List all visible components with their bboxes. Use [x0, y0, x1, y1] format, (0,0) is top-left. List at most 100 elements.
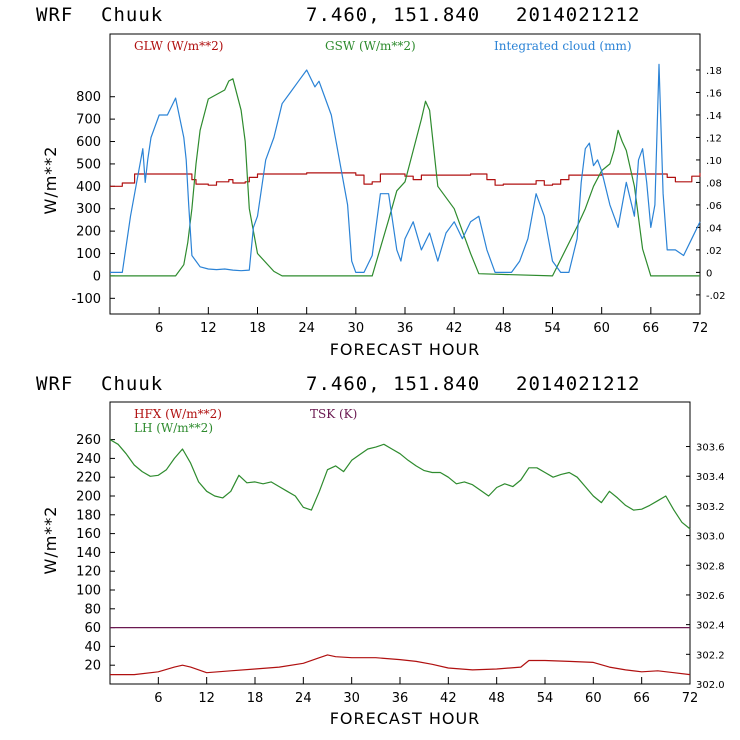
- top-y2tick-label: .14: [706, 111, 722, 122]
- bottom-y2tick-label: 302.2: [696, 650, 725, 661]
- bottom-ytick-label: 80: [84, 602, 101, 617]
- bottom-y2tick-label: 303.4: [696, 472, 725, 483]
- bottom-header-station: Chuuk: [101, 373, 163, 395]
- top-left-axis-ticks: -100 0 100 200 300 400 500 600 700 800: [71, 90, 115, 307]
- bottom-xtick-label: 72: [682, 691, 699, 706]
- bottom-xtick-label: 18: [247, 691, 264, 706]
- top-xtick-label: 6: [155, 321, 163, 336]
- bottom-chart-frame: [109, 401, 691, 685]
- bottom-header-run: 2014021212: [516, 373, 640, 395]
- top-xtick-label: 66: [643, 321, 660, 336]
- bottom-header-coords: 7.460, 151.840: [306, 373, 480, 395]
- top-y2tick-label: .10: [706, 156, 722, 167]
- top-y2tick-label: -.02: [706, 291, 726, 302]
- bottom-y2tick-label: 303.0: [696, 532, 725, 543]
- top-x-axis-label: FORECAST HOUR: [330, 340, 481, 359]
- top-xtick-label: 54: [544, 321, 561, 336]
- bottom-y2tick-label: 303.6: [696, 443, 725, 454]
- legend-lh: LH (W/m**2): [134, 421, 213, 435]
- top-ytick-label: 800: [76, 90, 101, 105]
- bottom-ytick-label: 260: [76, 433, 101, 448]
- top-y-axis-label: W/m**2: [41, 146, 60, 215]
- top-ytick-label: 600: [76, 135, 101, 150]
- bottom-xtick-label: 42: [440, 691, 457, 706]
- bottom-y2tick-label: 302.4: [696, 621, 725, 632]
- bottom-series-hfx: [110, 654, 691, 676]
- bottom-ytick-label: 140: [76, 546, 101, 561]
- bottom-series-lh: [109, 439, 691, 530]
- top-ytick-label: 500: [76, 157, 101, 172]
- top-ytick-label: 700: [76, 113, 101, 128]
- bottom-chart-series: [109, 439, 691, 676]
- bottom-y-axis-label: W/m**2: [41, 506, 60, 575]
- top-header-model: WRF: [36, 4, 73, 26]
- top-y2tick-label: .02: [706, 246, 722, 257]
- legend-gsw: GSW (W/m**2): [325, 39, 416, 53]
- top-y2tick-label: .18: [706, 66, 722, 77]
- top-y2tick-label: .04: [706, 223, 722, 234]
- top-xtick-label: 48: [495, 321, 512, 336]
- top-y2tick-label: .06: [706, 201, 722, 212]
- top-y2tick-label: .08: [706, 178, 722, 189]
- bottom-xtick-label: 30: [343, 691, 360, 706]
- top-xtick-label: 42: [446, 321, 463, 336]
- bottom-ytick-label: 240: [76, 452, 101, 467]
- bottom-ytick-label: 40: [84, 640, 101, 655]
- bottom-xtick-label: 12: [198, 691, 215, 706]
- bottom-xtick-label: 6: [154, 691, 162, 706]
- bottom-ytick-label: 100: [76, 584, 101, 599]
- bottom-plot-border: [109, 401, 691, 685]
- top-header-coords: 7.460, 151.840: [306, 4, 480, 26]
- bottom-ytick-label: 60: [84, 621, 101, 636]
- top-series-integrated: [110, 63, 701, 273]
- top-xtick-label: 30: [348, 321, 365, 336]
- legend-integrated-cloud: Integrated cloud (mm): [494, 39, 632, 53]
- top-chart-header: WRF Chuuk 7.460, 151.840 2014021212: [36, 4, 640, 26]
- top-chart-series: [110, 63, 701, 277]
- top-y2tick-label: .16: [706, 88, 722, 99]
- bottom-xtick-label: 54: [537, 691, 554, 706]
- bottom-x-axis-ticks: 6 12 18 24 30 36 42 48 54 60 66 72: [154, 677, 698, 706]
- top-ytick-label: 400: [76, 180, 101, 195]
- bottom-xtick-label: 60: [585, 691, 602, 706]
- legend-glw: GLW (W/m**2): [134, 39, 223, 53]
- top-xtick-label: 72: [692, 321, 709, 336]
- top-ytick-label: 300: [76, 202, 101, 217]
- bottom-xtick-label: 66: [633, 691, 650, 706]
- top-xtick-label: 36: [397, 321, 414, 336]
- top-xtick-label: 12: [200, 321, 217, 336]
- bottom-ytick-label: 200: [76, 490, 101, 505]
- bottom-ytick-label: 160: [76, 527, 101, 542]
- top-header-run: 2014021212: [516, 4, 640, 26]
- top-xtick-label: 18: [249, 321, 266, 336]
- bottom-chart-header: WRF Chuuk 7.460, 151.840 2014021212: [36, 373, 640, 395]
- bottom-header-model: WRF: [36, 373, 73, 395]
- legend-tsk: TSK (K): [310, 407, 357, 421]
- top-series-glw: [110, 172, 701, 187]
- top-ytick-label: -100: [71, 292, 101, 307]
- bottom-y2tick-label: 303.2: [696, 502, 725, 513]
- bottom-y2tick-label: 302.6: [696, 591, 725, 602]
- bottom-ytick-label: 220: [76, 471, 101, 486]
- legend-hfx: HFX (W/m**2): [134, 407, 222, 421]
- top-ytick-label: 0: [93, 269, 101, 284]
- bottom-y2tick-label: 302.0: [696, 680, 725, 691]
- bottom-ytick-label: 120: [76, 565, 101, 580]
- bottom-right-axis-ticks: 302.0 302.2 302.4 302.6 302.8 303.0 303.2 303.4…: [686, 443, 725, 691]
- bottom-y2tick-label: 302.8: [696, 561, 725, 572]
- top-chart-legend: GLW (W/m**2) GSW (W/m**2) Integrated clo…: [134, 39, 632, 53]
- bottom-ytick-label: 20: [84, 659, 101, 674]
- top-y2tick-label: .12: [706, 133, 722, 144]
- bottom-xtick-label: 48: [488, 691, 505, 706]
- top-right-axis-ticks: -.02 0 .02 .04 .06 .08 .10 .12 .14 .16 .18: [696, 66, 726, 302]
- top-series-gsw: [110, 78, 700, 277]
- bottom-x-axis-label: FORECAST HOUR: [330, 709, 481, 728]
- bottom-left-axis-ticks: 20 40 60 80 100 120 140 160 180 200 220 240 260: [76, 433, 115, 674]
- bottom-xtick-label: 24: [295, 691, 312, 706]
- top-xtick-label: 60: [593, 321, 610, 336]
- top-y2tick-label: 0: [706, 268, 712, 279]
- top-xtick-label: 24: [298, 321, 315, 336]
- bottom-xtick-label: 36: [392, 691, 409, 706]
- bottom-chart-legend: HFX (W/m**2) LH (W/m**2) TSK (K): [134, 407, 357, 435]
